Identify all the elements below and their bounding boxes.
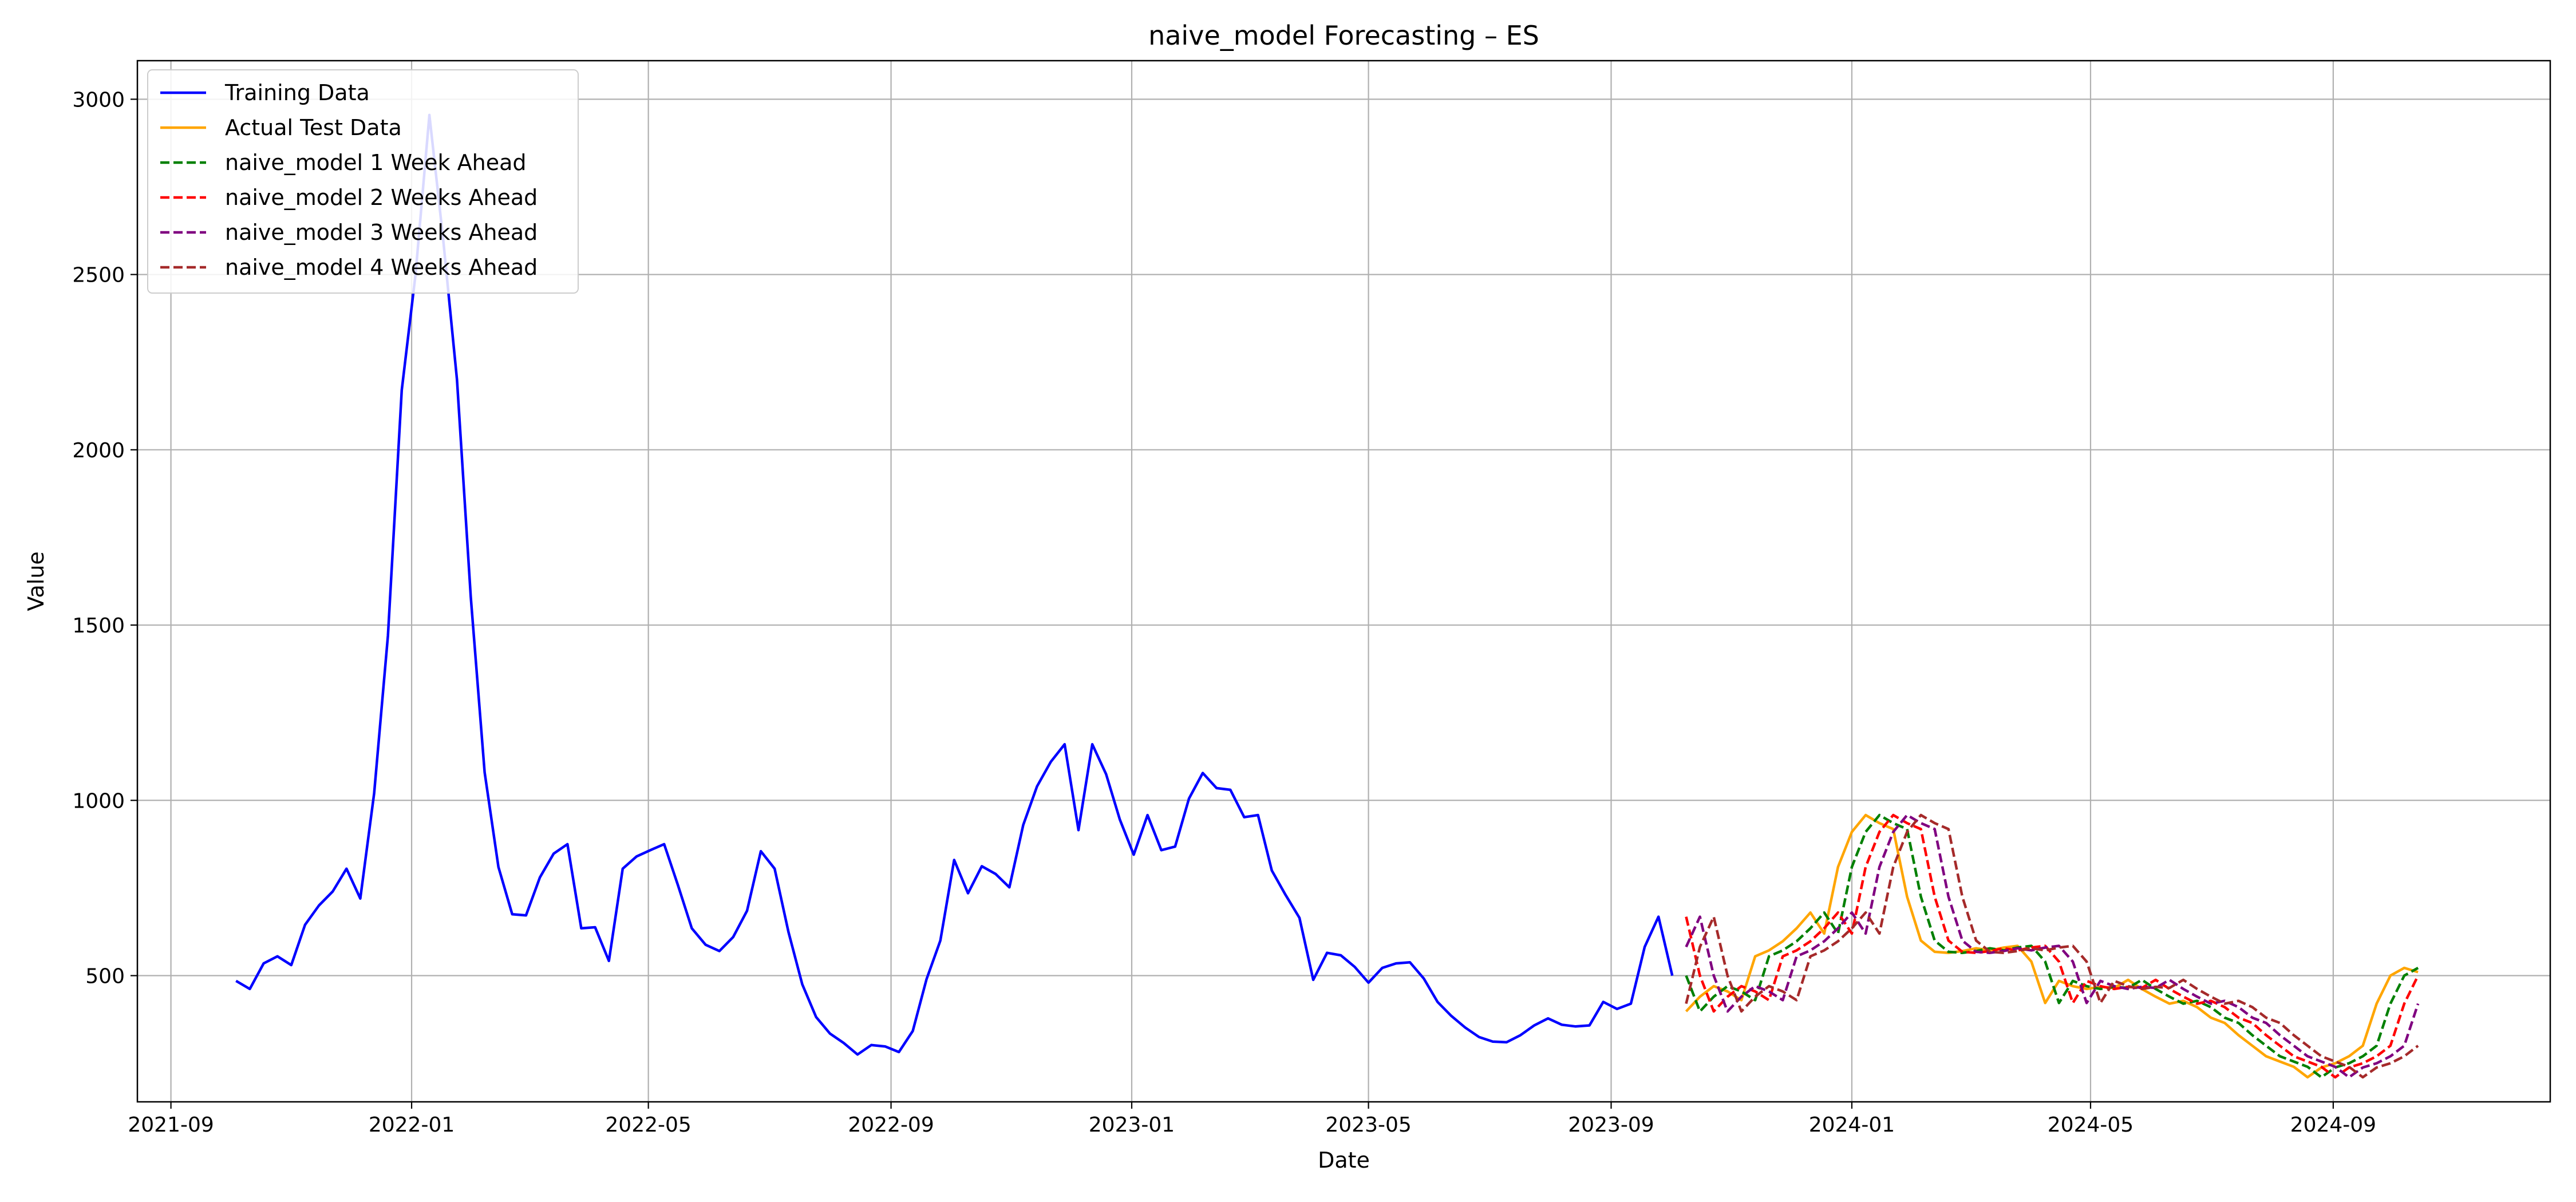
series-line-3: [1685, 813, 2419, 1079]
x-tick-label: 2021-09: [128, 1113, 214, 1137]
ticks: 2021-09 2022-01 2022-05 2022-09 2023-01 2023-…: [72, 88, 2376, 1137]
x-tick-label: 2023-01: [1089, 1113, 1175, 1137]
legend-label: naive_model 4 Weeks Ahead: [225, 255, 538, 280]
x-tick-label: 2024-01: [1809, 1113, 1895, 1137]
x-tick-label: 2022-09: [848, 1113, 934, 1137]
y-tick-label: 2500: [72, 264, 125, 287]
y-tick-label: 1000: [72, 789, 125, 813]
series-line-5: [1685, 813, 2420, 1079]
legend-box: [147, 69, 579, 294]
series-line-6: [1685, 813, 2419, 1079]
y-tick-label: 3000: [72, 88, 125, 112]
y-tick-label: 500: [85, 965, 125, 989]
legend-label: Training Data: [224, 80, 370, 105]
legend-label: Actual Test Data: [225, 115, 402, 140]
plot-frame: [136, 60, 2551, 1103]
series-line-4: [1685, 813, 2420, 1079]
series-lines: [235, 113, 2420, 1079]
legend-label: naive_model 3 Weeks Ahead: [225, 220, 538, 245]
y-tick-label: 2000: [72, 439, 125, 462]
y-axis-label: Value: [23, 551, 49, 611]
legend: Training Data Actual Test Data naive_model…: [147, 69, 579, 294]
x-tick-label: 2022-05: [605, 1113, 691, 1137]
x-tick-label: 2023-05: [1325, 1113, 1411, 1137]
x-tick-label: 2022-01: [369, 1113, 455, 1137]
y-tick-label: 1500: [72, 614, 125, 638]
x-axis-label: Date: [1318, 1148, 1370, 1173]
chart-title: naive_model Forecasting – ES: [1148, 20, 1539, 51]
legend-label: naive_model 1 Week Ahead: [225, 150, 527, 175]
legend-label: naive_model 2 Weeks Ahead: [225, 185, 538, 210]
x-tick-label: 2024-05: [2048, 1113, 2134, 1137]
series-line-2: [1685, 813, 2419, 1079]
x-tick-label: 2024-09: [2290, 1113, 2376, 1137]
series-line-1: [235, 113, 1674, 1056]
x-tick-label: 2023-09: [1568, 1113, 1654, 1137]
